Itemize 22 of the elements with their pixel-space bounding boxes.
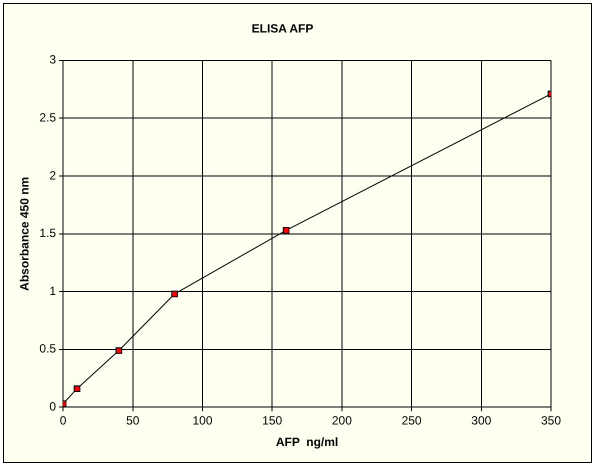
chart-title: ELISA AFP xyxy=(252,22,314,36)
x-tick-label: 200 xyxy=(332,414,352,428)
y-tick-label: 2 xyxy=(49,168,56,182)
point xyxy=(74,385,80,392)
y-axis-title: Absorbance 450 nm xyxy=(18,176,32,291)
x-tick-label: 50 xyxy=(126,414,140,428)
x-tick-label: 100 xyxy=(192,414,213,428)
y-tick-label: 3 xyxy=(49,52,56,67)
y-tick-label: 0.5 xyxy=(39,342,56,356)
x-axis-title: AFP ng/ml xyxy=(276,435,338,450)
point xyxy=(171,290,178,298)
y-tick-label: 2.5 xyxy=(39,110,56,125)
x-tick-label: 0 xyxy=(60,414,67,428)
x-tick-label: 300 xyxy=(471,414,492,428)
x-tick-label: 350 xyxy=(540,414,562,428)
x-tick-label: 150 xyxy=(262,414,283,428)
point xyxy=(116,347,122,354)
x-tick-label: 250 xyxy=(402,414,422,428)
point xyxy=(282,227,290,234)
y-tick-label: 0 xyxy=(49,400,56,414)
y-tick-label: 1.5 xyxy=(39,226,56,240)
y-tick-label: 1 xyxy=(49,284,56,298)
